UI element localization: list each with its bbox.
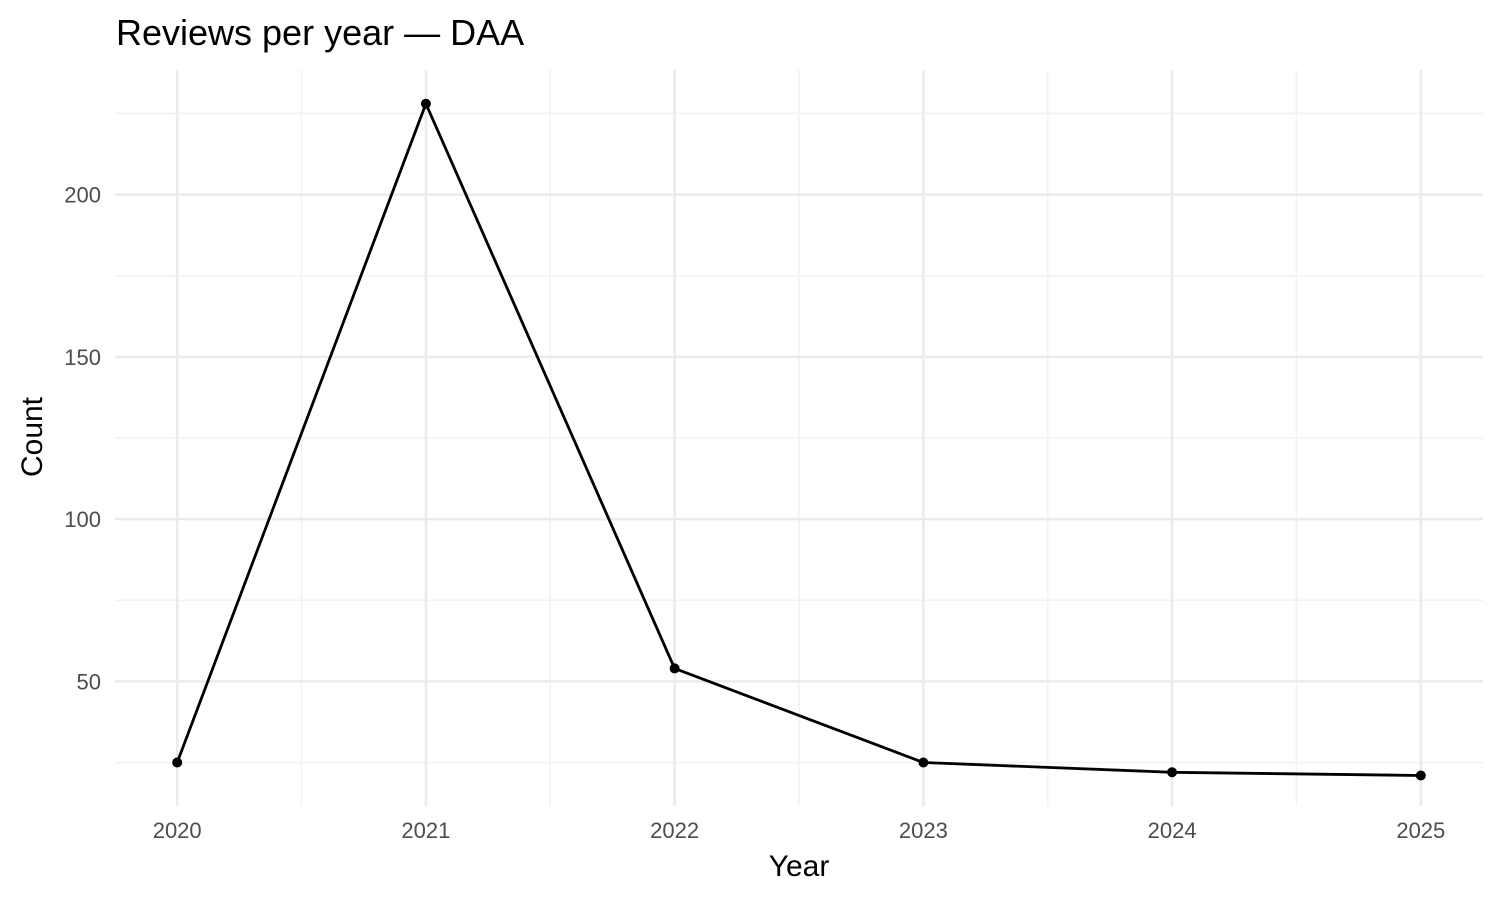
x-tick-label-2025: 2025 (1396, 818, 1445, 843)
x-tick-label-2023: 2023 (899, 818, 948, 843)
data-point-2025 (1415, 770, 1426, 781)
x-tick-label-2024: 2024 (1148, 818, 1197, 843)
series-line-0 (175, 102, 1421, 777)
x-tick-label-2022: 2022 (650, 818, 699, 843)
data-points (172, 98, 1426, 781)
x-axis-title: Year (769, 850, 830, 883)
data-point-2021 (420, 98, 431, 109)
x-tick-label-2021: 2021 (401, 818, 450, 843)
y-tick-label-100: 100 (64, 507, 101, 532)
y-axis-title: Count (16, 396, 49, 477)
y-tick-label-200: 200 (64, 183, 101, 208)
y-tick-label-150: 150 (64, 345, 101, 370)
data-point-2024 (1167, 767, 1178, 778)
major-gridlines (115, 70, 1483, 806)
series-layer (175, 102, 1421, 777)
data-point-2020 (172, 757, 183, 768)
chart-title: Reviews per year — DAA (116, 12, 524, 53)
x-tick-label-2020: 2020 (153, 818, 202, 843)
minor-gridlines (115, 70, 1483, 806)
x-axis-tick-labels: 2020 2021 2022 2023 2024 2025 (153, 818, 1446, 843)
y-tick-label-50: 50 (77, 669, 101, 694)
data-point-2022 (669, 663, 680, 674)
y-axis-tick-labels: 50 100 150 200 (64, 183, 101, 695)
data-point-2023 (918, 757, 929, 768)
